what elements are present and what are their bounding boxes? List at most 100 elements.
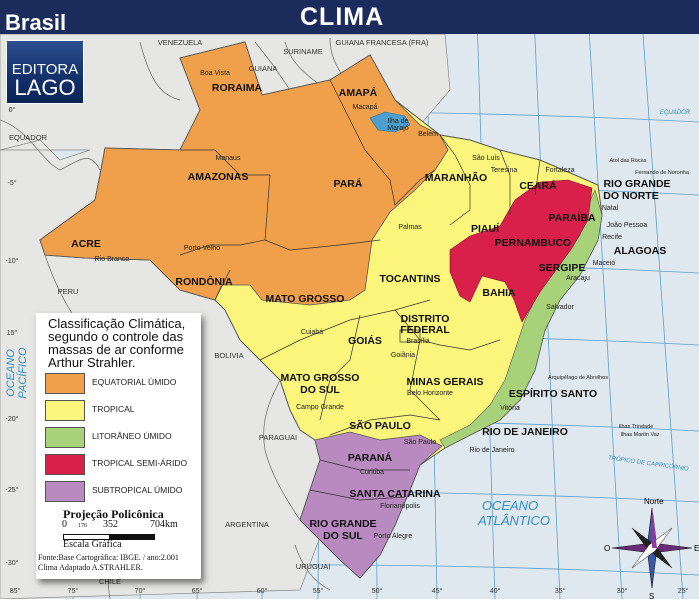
city-label: Atol das Rocas [610, 158, 647, 164]
title-bar: Brasil CLIMA [0, 0, 699, 35]
country-label: SURINAME [283, 47, 323, 56]
country-label: GUIANA [249, 64, 278, 73]
longitude-label: 75° [68, 587, 79, 595]
editora-lago-logo: EDITORA LAGO [6, 40, 84, 104]
city-label: Florianópolis [380, 503, 420, 510]
latitude-label: -5° [7, 179, 16, 187]
scale-tick-176: 176 [78, 523, 87, 529]
city-label: Maceió [593, 260, 616, 267]
city-label: Cuiabá [301, 329, 323, 336]
scale-caption: Escala Gráfica [63, 539, 122, 550]
compass-north: Norte [644, 497, 664, 506]
scale-tick-704: 704km [150, 519, 178, 530]
city-label: Porto Alegre [374, 533, 413, 540]
longitude-label: 25° [678, 587, 689, 595]
city-label: São Luís [472, 155, 500, 162]
state-label: PARÁ [334, 177, 363, 190]
state-label: DO SUL [300, 384, 340, 396]
state-label: PARAÍBA [548, 211, 595, 224]
region-equatorial-umido [39, 41, 449, 306]
latitude-label: 0° [9, 106, 16, 114]
longitude-label: 70° [135, 587, 146, 595]
map-title: CLIMA [300, 3, 385, 31]
city-label: Campo Grande [296, 404, 344, 411]
longitude-label: 40° [490, 587, 501, 595]
country-label: BOLIVIA [214, 351, 243, 360]
state-label: RIO GRANDE [309, 518, 376, 530]
compass-south: S [649, 592, 654, 599]
equator-label: EQUADOR [660, 110, 691, 116]
meridian-line [642, 34, 684, 599]
city-label: Manaus [216, 155, 241, 162]
source-line-2: Clima Adaptado A.STRAHLER. [38, 563, 143, 572]
meridian-line [588, 34, 623, 599]
legend-item-equatorial: EQUATORIAL ÚMIDO [45, 373, 205, 394]
city-label: Macapá [353, 104, 378, 111]
longitude-label: 45° [432, 587, 443, 595]
logo-line1: EDITORA [11, 61, 79, 78]
scale-tick-0: 0 [62, 519, 67, 530]
country-label: CHILE [99, 577, 121, 586]
longitude-label: 35° [555, 587, 566, 595]
city-label: Rio de Janeiro [469, 447, 514, 454]
country-label: VENEZUELA [158, 38, 203, 47]
state-label: GOIÁS [348, 334, 382, 347]
state-label: BAHIA [482, 287, 516, 299]
state-label: SERGIPE [539, 262, 586, 274]
state-label: DO SUL [323, 530, 363, 542]
latitude-label: -20° [6, 415, 19, 423]
city-label: Belo Horizonte [407, 390, 453, 397]
state-label: MATO GROSSO [281, 372, 360, 384]
city-label: Palmas [398, 224, 422, 231]
state-label: MATO GROSSO [266, 293, 345, 305]
tropic-capricorn-label: TRÓPICO DE CAPRICÓRNIO [607, 454, 689, 472]
logo-line2: LAGO [14, 75, 76, 100]
city-label: Aracaju [566, 275, 590, 282]
city-label: Vitória [500, 405, 520, 412]
state-label: PARANÁ [348, 451, 393, 464]
state-label: ESPÍRITO SANTO [509, 387, 597, 400]
scale-tick-352: 352 [103, 519, 118, 530]
city-label: Teresina [491, 167, 518, 174]
city-label: Brasília [406, 338, 429, 345]
city-label: Arquipélago de Abrolhos [548, 375, 608, 381]
projection-label: Projeção Policônica [63, 507, 164, 521]
ocean-pacific-label: PACÍFICO [16, 347, 29, 399]
ocean-pacific-label: OCEANO [5, 349, 17, 397]
marajo-estuary [369, 111, 411, 133]
city-label: Fortaleza [545, 167, 574, 174]
compass-rose: Norte O E S [604, 497, 699, 599]
longitude-label: 85° [10, 587, 21, 595]
state-label: PERNAMBUCO [495, 237, 571, 249]
country-label: URUGUAI [296, 562, 331, 571]
country-label: PERU [58, 287, 79, 296]
state-label: RORAIMA [212, 82, 263, 94]
state-label: PIAUÍ [471, 222, 500, 235]
legend-item-tropical: TROPICAL [45, 400, 205, 421]
country-label: GUIANA FRANCESA (FRA) [336, 38, 429, 47]
city-label: Fernando de Noronha [635, 170, 690, 176]
city-label: Recife [602, 234, 622, 241]
compass-east: E [694, 544, 699, 553]
region-subtropical-umido [299, 431, 443, 579]
state-label: ALAGOAS [614, 245, 667, 257]
state-label: MARANHÃO [425, 171, 487, 184]
state-label: CEARÁ [519, 179, 557, 192]
latitude-label: -10° [6, 257, 19, 265]
country-label: EQUADOR [9, 133, 48, 142]
state-borders [179, 79, 541, 501]
state-label: RIO DE JANEIRO [482, 426, 568, 438]
state-label: RIO GRANDE [603, 178, 670, 190]
city-label: Boa Vista [200, 70, 230, 77]
city-label: Belém [418, 131, 438, 138]
country-label: PARAGUAI [259, 433, 297, 442]
state-label: RONDÔNIA [175, 275, 233, 288]
state-label: SÃO PAULO [349, 419, 411, 432]
subtitle-brasil: Brasil [5, 10, 67, 35]
legend-item-litoraneo: LITORÂNEO ÚMIDO [45, 427, 205, 448]
legend-item-semiarido: TROPICAL SEMI-ÁRIDO [45, 454, 205, 475]
city-label: Curitiba [360, 469, 384, 476]
state-label: FEDERAL [400, 324, 450, 336]
latitude-label: 15° [7, 329, 18, 337]
latitude-label: -25° [6, 486, 19, 494]
